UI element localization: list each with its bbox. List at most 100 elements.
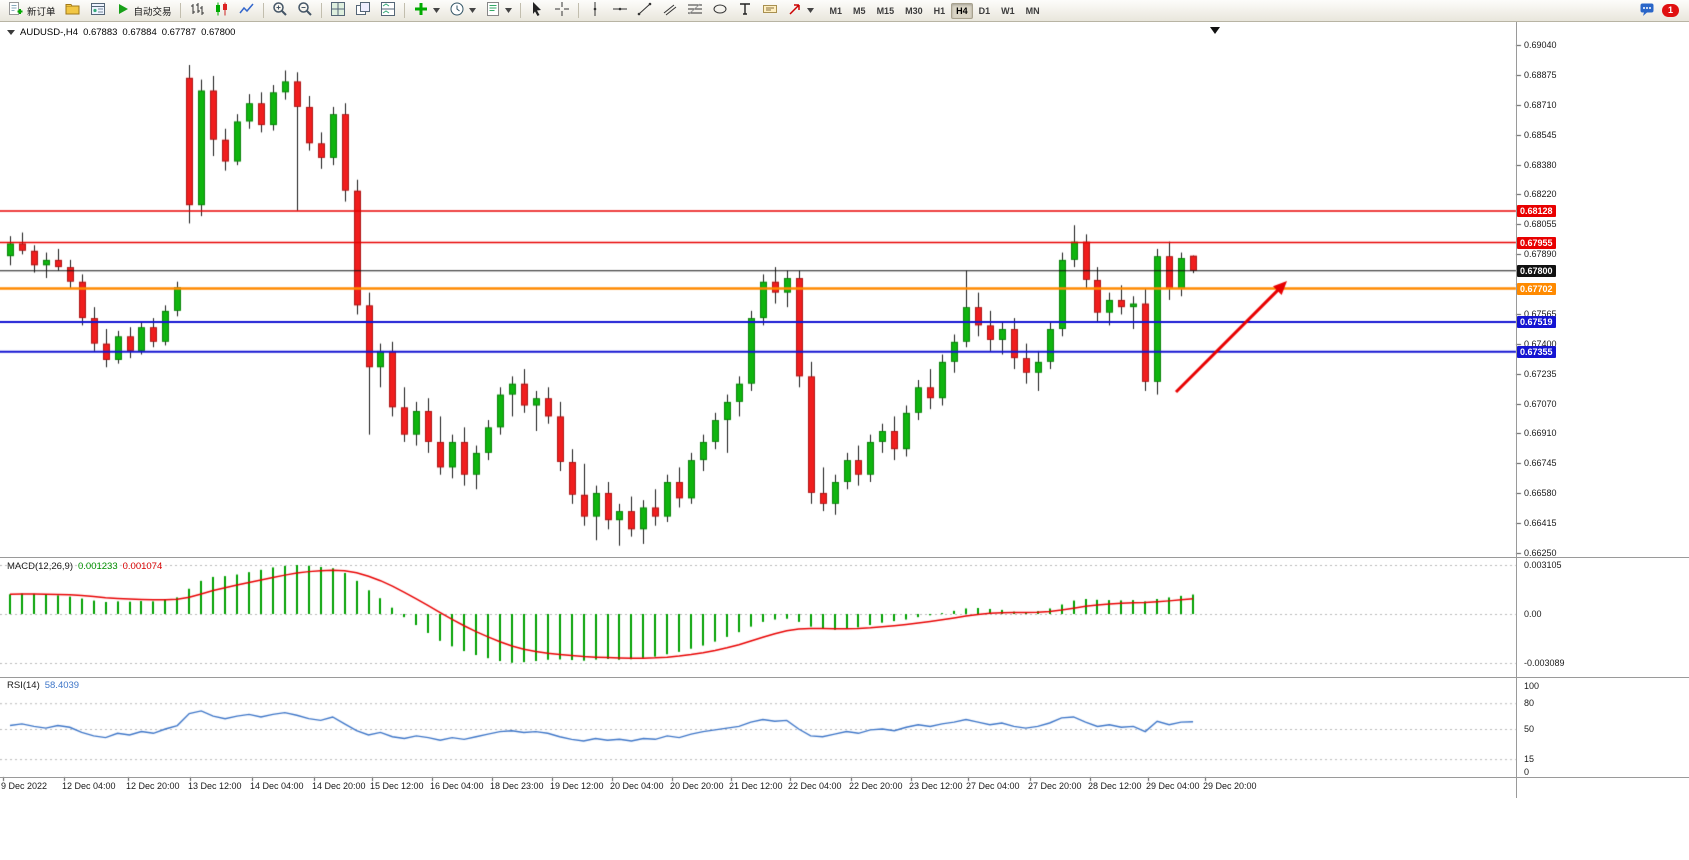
arrange-windows-button[interactable] — [376, 1, 400, 21]
panel-separator-macd-rsi[interactable] — [0, 677, 1689, 678]
community-chat-icon — [1639, 1, 1655, 20]
tile-windows-icon — [330, 1, 346, 20]
timeframe-m1-button[interactable]: M1 — [825, 3, 848, 19]
timeframe-d1-button[interactable]: D1 — [974, 3, 996, 19]
cascade-windows-icon — [355, 1, 371, 20]
horizontal-line-icon — [612, 1, 628, 20]
quote-open: 0.67883 — [83, 27, 118, 38]
toolbar-separator — [320, 3, 322, 18]
trendline-button[interactable] — [633, 1, 657, 21]
line-chart-icon — [238, 1, 255, 20]
cursor-button[interactable] — [525, 1, 549, 21]
arrows-button[interactable] — [783, 1, 818, 21]
templates-button[interactable] — [481, 1, 516, 21]
panel-separator-main-macd[interactable] — [0, 557, 1689, 558]
timeframe-h4-button[interactable]: H4 — [951, 2, 973, 19]
rsi-indicator-label: RSI(14) 58.4039 — [7, 680, 79, 691]
chart-shift-marker[interactable] — [1210, 27, 1220, 34]
macd-signal-value: 0.001074 — [122, 561, 163, 572]
price-axis-border — [1516, 22, 1517, 798]
resistance-line-1-tag[interactable]: 0.68128 — [1517, 205, 1556, 218]
macd-indicator-label: MACD(12,26,9) 0.001233 0.001074 — [7, 561, 162, 572]
community-button[interactable] — [1635, 1, 1659, 21]
resistance-line-2-tag[interactable]: 0.67955 — [1517, 236, 1556, 249]
chevron-down-icon — [504, 5, 512, 16]
channel-icon — [662, 1, 678, 20]
periods-button[interactable] — [445, 1, 480, 21]
autotrade-play-icon — [115, 1, 131, 20]
chart-symbol-header: AUDUSD-,H4 0.67883 0.67884 0.67787 0.678… — [7, 27, 235, 38]
timeframe-mn-button[interactable]: MN — [1021, 3, 1045, 19]
candlestick-icon — [214, 1, 230, 20]
timeframe-m30-button[interactable]: M30 — [900, 3, 928, 19]
new-order-button[interactable]: 新订单 — [4, 1, 60, 21]
ohlc-bars-icon — [189, 1, 205, 20]
macd-main-value: 0.001233 — [78, 561, 118, 572]
timeframe-h1-button[interactable]: H1 — [929, 3, 951, 19]
toolbar-separator — [179, 3, 181, 18]
pivot-line-tag[interactable]: 0.67702 — [1517, 282, 1556, 295]
tile-windows-button[interactable] — [326, 1, 350, 21]
chevron-down-icon — [468, 5, 476, 16]
rsi-name: RSI(14) — [7, 680, 40, 691]
chevron-down-icon — [806, 5, 814, 16]
add-indicator-button[interactable] — [409, 1, 444, 21]
fibonacci-icon — [687, 1, 703, 20]
crosshair-button[interactable] — [550, 1, 574, 21]
quote-close: 0.67800 — [201, 27, 236, 38]
line-chart-button[interactable] — [235, 1, 259, 21]
quote-low: 0.67787 — [161, 27, 197, 38]
notification-badge[interactable]: 1 — [1662, 4, 1679, 17]
support-line-1-tag[interactable]: 0.67519 — [1517, 315, 1556, 328]
zoom-out-button[interactable] — [293, 1, 317, 21]
horizontal-line-button[interactable] — [608, 1, 632, 21]
support-line-2-tag[interactable]: 0.67355 — [1517, 345, 1556, 358]
text-button[interactable] — [733, 1, 757, 21]
add-indicator-icon — [413, 1, 429, 20]
timeframe-group: M1 M5 M15 M30 H1 H4 D1 W1 MN — [825, 2, 1045, 19]
toolbar-separator — [262, 3, 264, 18]
fibonacci-button[interactable] — [683, 1, 707, 21]
trendline-icon — [637, 1, 653, 20]
toolbar-separator — [577, 3, 579, 18]
timeframe-m5-button[interactable]: M5 — [848, 3, 871, 19]
arrow-object-icon — [787, 1, 803, 20]
zoom-in-icon — [272, 1, 288, 20]
timeframe-m15-button[interactable]: M15 — [872, 3, 900, 19]
profiles-button[interactable] — [61, 1, 85, 21]
cursor-arrow-icon — [529, 1, 545, 20]
arrange-windows-icon — [380, 1, 396, 20]
data-window-button[interactable] — [86, 1, 110, 21]
chevron-down-icon — [432, 5, 440, 16]
clock-icon — [449, 1, 465, 20]
bid-price-line-tag[interactable]: 0.67800 — [1517, 264, 1556, 277]
autotrade-label: 自动交易 — [133, 6, 172, 18]
toolbar-separator — [519, 3, 521, 18]
vertical-line-button[interactable] — [583, 1, 607, 21]
rsi-value: 58.4039 — [44, 680, 80, 691]
autotrade-button[interactable]: 自动交易 — [111, 1, 176, 21]
quote-high: 0.67884 — [122, 27, 157, 38]
ellipse-button[interactable] — [708, 1, 732, 21]
macd-name: MACD(12,26,9) — [7, 561, 73, 572]
ellipse-icon — [712, 1, 728, 20]
vertical-line-icon — [587, 1, 603, 20]
candlestick-chart-button[interactable] — [210, 1, 234, 21]
label-button[interactable] — [758, 1, 782, 21]
text-tool-icon — [737, 1, 753, 20]
cascade-windows-button[interactable] — [351, 1, 375, 21]
zoom-out-icon — [297, 1, 313, 20]
profiles-folder-icon — [65, 1, 81, 20]
symbol-period-label: AUDUSD-,H4 — [20, 27, 79, 38]
zoom-in-button[interactable] — [268, 1, 292, 21]
channel-button[interactable] — [658, 1, 682, 21]
toolbar: 新订单 自动交易 — [0, 0, 1689, 22]
new-order-icon — [8, 1, 24, 20]
data-window-icon — [90, 1, 106, 20]
timeframe-w1-button[interactable]: W1 — [996, 3, 1020, 19]
collapse-chart-icon[interactable] — [7, 30, 15, 35]
bar-chart-button[interactable] — [185, 1, 209, 21]
toolbar-separator — [403, 3, 405, 18]
